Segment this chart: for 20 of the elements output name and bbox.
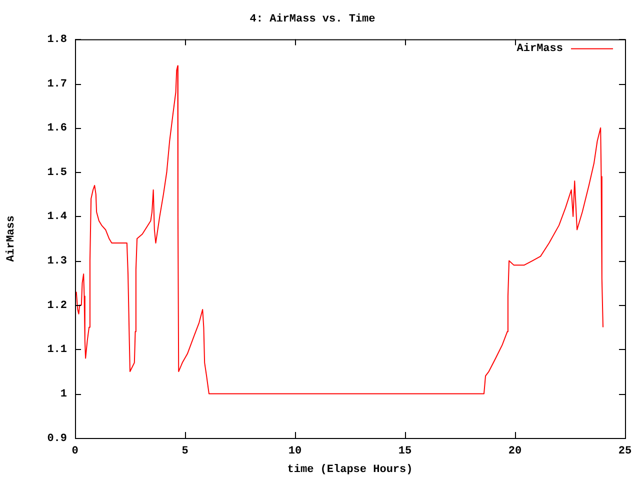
x-axis-title: time (Elapse Hours) (287, 464, 413, 476)
x-tick-label: 20 (508, 445, 522, 458)
y-tick-label: 1.4 (47, 211, 68, 224)
x-tick-label: 15 (398, 445, 412, 458)
x-tick-label: 25 (618, 445, 632, 458)
y-tick-label: 0.9 (47, 432, 67, 445)
y-tick-label: 1.3 (47, 256, 68, 268)
y-tick-label: 1.2 (47, 300, 67, 312)
text: AirMass (516, 42, 563, 55)
x-tick-label: 10 (288, 445, 302, 458)
chart-title: 4: AirMass vs. Time (250, 13, 376, 26)
y-tick-label: 1.6 (47, 122, 67, 135)
y-tick-label: 1.8 (47, 34, 68, 46)
y-tick-label: 1.7 (47, 78, 67, 90)
y-tick-label: 1 (60, 388, 68, 400)
x-tick-label: 5 (182, 445, 189, 458)
y-axis-title: AirMass (5, 215, 18, 262)
y-tick-label: 1.5 (47, 166, 68, 179)
x-tick-label: 0 (72, 445, 78, 458)
y-tick-label: 1.1 (47, 344, 68, 356)
